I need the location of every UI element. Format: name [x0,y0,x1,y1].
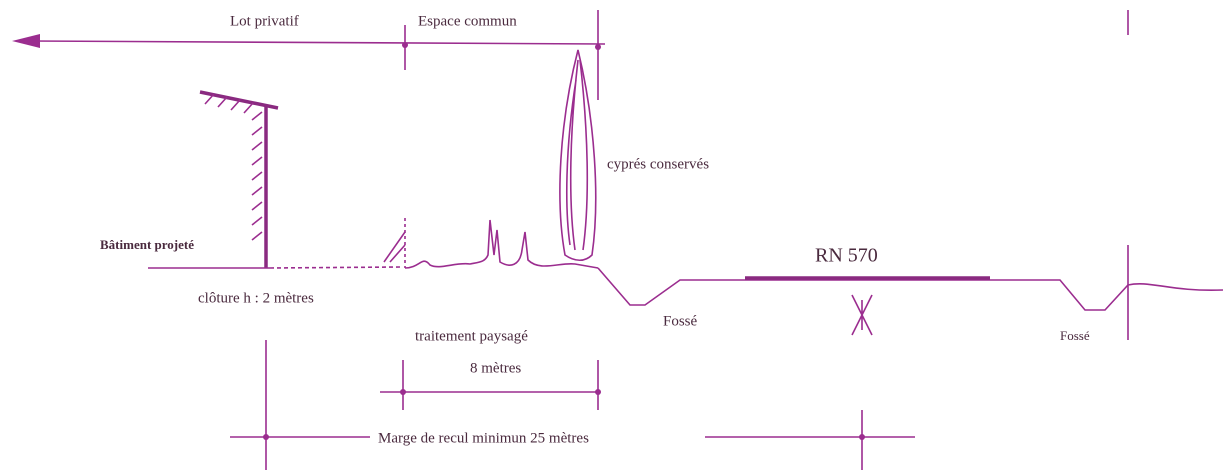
label: 8 mètres [470,360,521,376]
sketch-lines [12,10,1223,470]
label: clôture h : 2 mètres [198,290,314,306]
label: Marge de recul minimun 25 mètres [378,430,589,446]
label: Lot privatif [230,13,299,29]
label: Fossé [1060,328,1090,343]
label: Bâtiment projeté [100,237,194,252]
label: traitement paysagé [415,328,528,344]
label: Espace commun [418,13,517,29]
label: cyprés conservés [607,156,709,172]
label: Fossé [663,313,698,329]
label: RN 570 [815,245,878,267]
